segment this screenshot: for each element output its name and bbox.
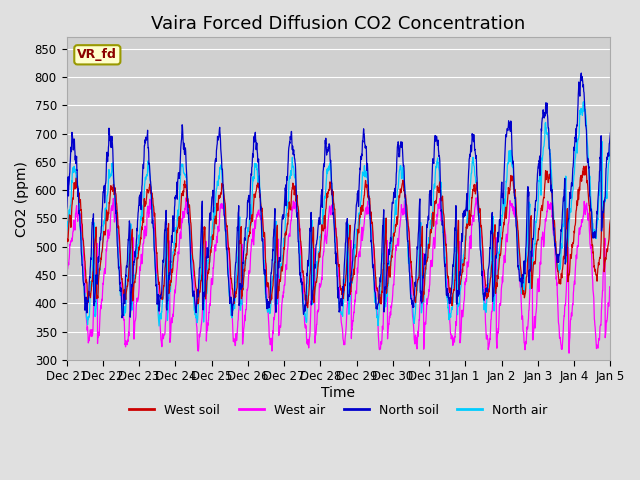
Legend: West soil, West air, North soil, North air: West soil, West air, North soil, North a…	[124, 398, 553, 421]
X-axis label: Time: Time	[321, 386, 355, 400]
Y-axis label: CO2 (ppm): CO2 (ppm)	[15, 161, 29, 237]
Text: VR_fd: VR_fd	[77, 48, 117, 61]
Title: Vaira Forced Diffusion CO2 Concentration: Vaira Forced Diffusion CO2 Concentration	[151, 15, 525, 33]
